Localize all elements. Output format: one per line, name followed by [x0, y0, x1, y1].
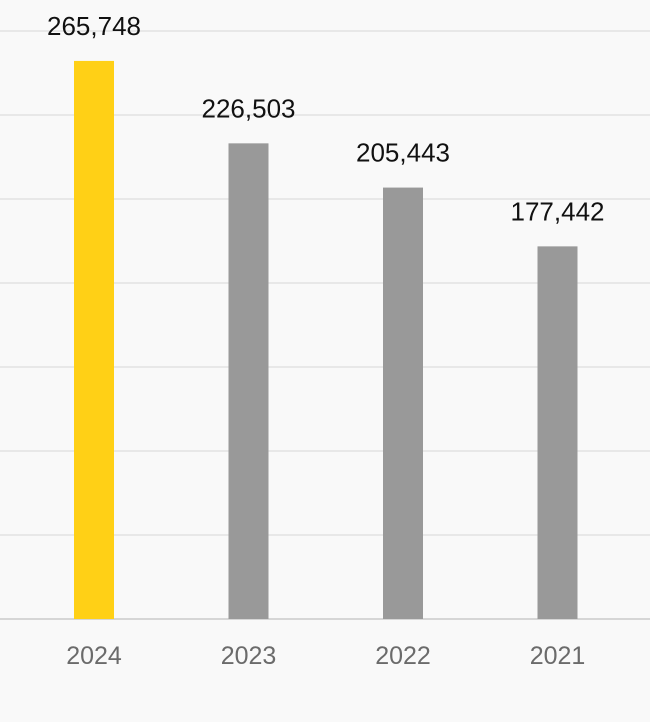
bar-2022 [383, 187, 423, 619]
data-label-2023: 226,503 [202, 93, 296, 123]
bars [74, 60, 578, 620]
x-axis-ticks: 2024 2023 2022 2021 [66, 642, 585, 670]
x-tick-2021: 2021 [530, 642, 586, 670]
x-tick-2022: 2022 [375, 642, 431, 670]
bar-2023 [228, 143, 269, 620]
data-label-2024: 265,748 [47, 11, 141, 41]
data-label-2022: 205,443 [356, 138, 450, 168]
bar-2024 [74, 60, 114, 619]
x-tick-2024: 2024 [66, 642, 122, 670]
data-labels: 265,748 226,503 205,443 177,442 [47, 11, 604, 226]
data-label-2021: 177,442 [511, 196, 605, 226]
bar-2021 [537, 246, 578, 619]
x-tick-2023: 2023 [221, 642, 277, 670]
